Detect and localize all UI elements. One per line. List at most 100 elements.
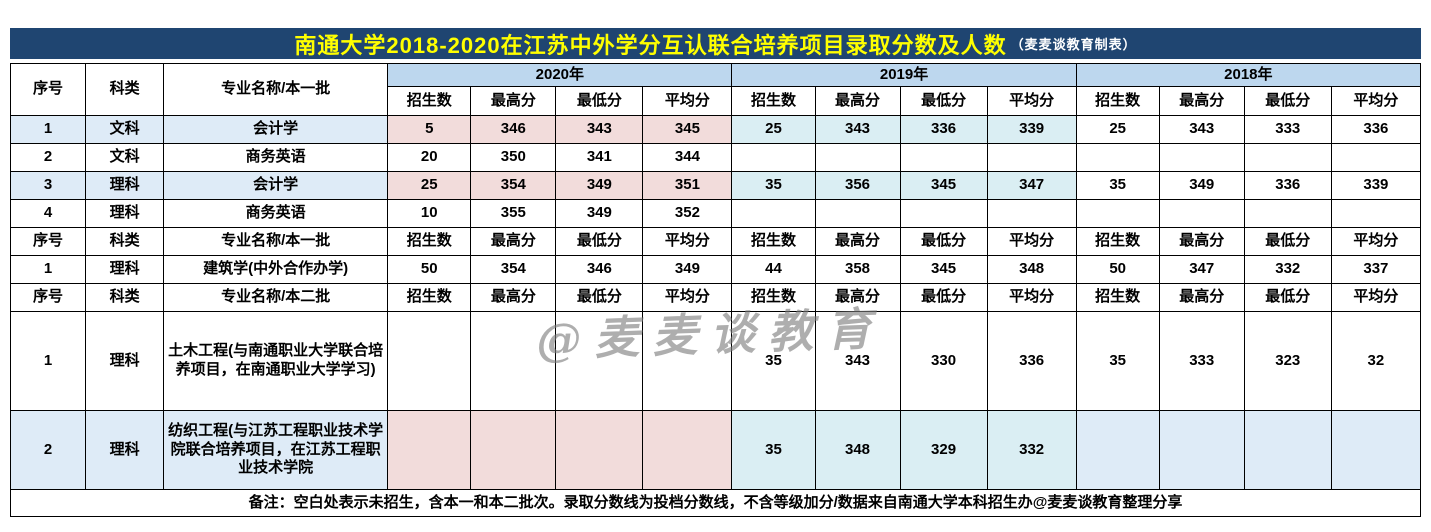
footnote: 备注：空白处表示未招生，含本一和本二批次。录取分数线为投档分数线，不含等级加分/… (10, 489, 1421, 517)
header-cell-year: 2020年 (387, 63, 733, 87)
page-title: 南通大学2018-2020在江苏中外学分互认联合培养项目录取分数及人数 (294, 32, 1007, 58)
table-cell (1158, 410, 1245, 490)
table-cell: 356 (814, 171, 901, 200)
table-cell (986, 143, 1077, 172)
table-row: 2 理科 纺织工程(与江苏工程职业技术学院联合培养项目，在江苏工程职业技术学院 35 3… (9, 410, 1422, 490)
table-cell (1243, 410, 1332, 490)
table-cell: 35 (731, 311, 816, 411)
table-cell (555, 410, 644, 490)
table-cell: 1 (9, 311, 87, 411)
table-cell (731, 143, 816, 172)
table-cell: 会计学 (163, 115, 389, 144)
page-title-suffix: （麦麦谈教育制表） (1010, 37, 1137, 52)
table-cell: 337 (1330, 255, 1422, 284)
header-cell: 专业名称/本一批 (163, 227, 389, 256)
table-cell (555, 311, 644, 411)
table-row: 3 理科 会计学 25 354 349 351 35 356 345 347 35 349 336 339 (9, 171, 1422, 200)
table-cell: 理科 (85, 171, 165, 200)
header-cell: 平均分 (642, 283, 733, 312)
header-cell: 科类 (85, 283, 165, 312)
table-cell: 336 (1330, 115, 1422, 144)
table-row: 4 理科 商务英语 10 355 349 352 (9, 199, 1422, 228)
table-cell: 341 (555, 143, 644, 172)
table-cell: 建筑学(中外合作办学) (163, 255, 389, 284)
table-cell (470, 410, 557, 490)
table-cell: 文科 (85, 143, 165, 172)
header-cell: 最低分 (899, 283, 988, 312)
table-cell: 345 (642, 115, 733, 144)
header-cell: 最低分 (555, 227, 644, 256)
table-cell: 1 (9, 255, 87, 284)
header-cell: 专业名称/本一批 (163, 63, 389, 116)
table-cell: 330 (899, 311, 988, 411)
table-cell: 理科 (85, 255, 165, 284)
header-cell: 最高分 (1158, 227, 1245, 256)
table-cell: 商务英语 (163, 143, 389, 172)
table-cell: 352 (642, 199, 733, 228)
header-cell: 最低分 (1243, 283, 1332, 312)
header-cell: 招生数 (731, 86, 816, 116)
table-cell: 348 (814, 410, 901, 490)
header-cell: 最高分 (470, 283, 557, 312)
table-cell: 土木工程(与南通职业大学联合培养项目，在南通职业大学学习) (163, 311, 389, 411)
table-cell: 347 (1158, 255, 1245, 284)
header-cell: 招生数 (1075, 283, 1160, 312)
header-cell: 最低分 (899, 86, 988, 116)
table-cell: 332 (986, 410, 1077, 490)
table-cell: 358 (814, 255, 901, 284)
header-cell: 最高分 (814, 283, 901, 312)
header-cell: 招生数 (387, 283, 472, 312)
table-cell: 349 (1158, 171, 1245, 200)
table-row: 序号 科类 专业名称/本二批 招生数 最高分 最低分 平均分 招生数 最高分 最低分 平均分 招生数最… (9, 283, 1422, 312)
table-row: 备注：空白处表示未招生，含本一和本二批次。录取分数线为投档分数线，不含等级加分/… (10, 489, 1421, 517)
header-cell: 科类 (85, 227, 165, 256)
table-cell: 343 (814, 115, 901, 144)
table-cell (1158, 143, 1245, 172)
title-bar: 南通大学2018-2020在江苏中外学分互认联合培养项目录取分数及人数 （麦麦谈… (10, 28, 1421, 59)
table-cell: 25 (731, 115, 816, 144)
table-cell: 347 (986, 171, 1077, 200)
table-cell: 333 (1243, 115, 1332, 144)
table-cell: 3 (9, 171, 87, 200)
header-cell: 最低分 (1243, 227, 1332, 256)
table-cell: 354 (470, 255, 557, 284)
table-cell: 44 (731, 255, 816, 284)
header-cell: 平均分 (642, 227, 733, 256)
header-cell: 最低分 (555, 86, 644, 116)
table-cell: 理科 (85, 311, 165, 411)
table-cell: 纺织工程(与江苏工程职业技术学院联合培养项目，在江苏工程职业技术学院 (163, 410, 389, 490)
table-cell (1075, 143, 1160, 172)
header-cell: 科类 (85, 63, 165, 116)
table-cell: 339 (1330, 171, 1422, 200)
header-cell: 平均分 (1330, 227, 1422, 256)
header-cell: 招生数 (731, 227, 816, 256)
table-cell: 4 (9, 199, 87, 228)
table-cell (1075, 410, 1160, 490)
table-cell: 35 (1075, 171, 1160, 200)
header-cell: 最高分 (470, 227, 557, 256)
header-cell: 平均分 (642, 86, 733, 116)
header-cell: 平均分 (986, 227, 1077, 256)
scores-table: 序号 科类 专业名称/本一批 2020年 2019年 2018年 招生数 最高分 最低分 平均分招… (9, 63, 1422, 517)
header-cell: 最高分 (814, 86, 901, 116)
table-cell (899, 143, 988, 172)
content-area: 南通大学2018-2020在江苏中外学分互认联合培养项目录取分数及人数 （麦麦谈… (9, 28, 1422, 517)
table-cell (814, 199, 901, 228)
table-cell: 50 (1075, 255, 1160, 284)
table-cell: 2 (9, 143, 87, 172)
table-cell: 346 (555, 255, 644, 284)
table-cell: 339 (986, 115, 1077, 144)
header-cell: 平均分 (986, 283, 1077, 312)
table-cell: 349 (642, 255, 733, 284)
table-cell (899, 199, 988, 228)
table-cell: 50 (387, 255, 472, 284)
table-cell: 20 (387, 143, 472, 172)
header-cell: 平均分 (1330, 283, 1422, 312)
table-cell (470, 311, 557, 411)
table-cell: 323 (1243, 311, 1332, 411)
header-cell: 序号 (9, 283, 87, 312)
table-row: 序号 科类 专业名称/本一批 招生数 最高分 最低分 平均分 招生数 最高分 最低分 平均分 招生数最… (9, 227, 1422, 256)
header-cell: 最高分 (1158, 283, 1245, 312)
table-cell: 25 (387, 171, 472, 200)
table-cell (1330, 410, 1422, 490)
